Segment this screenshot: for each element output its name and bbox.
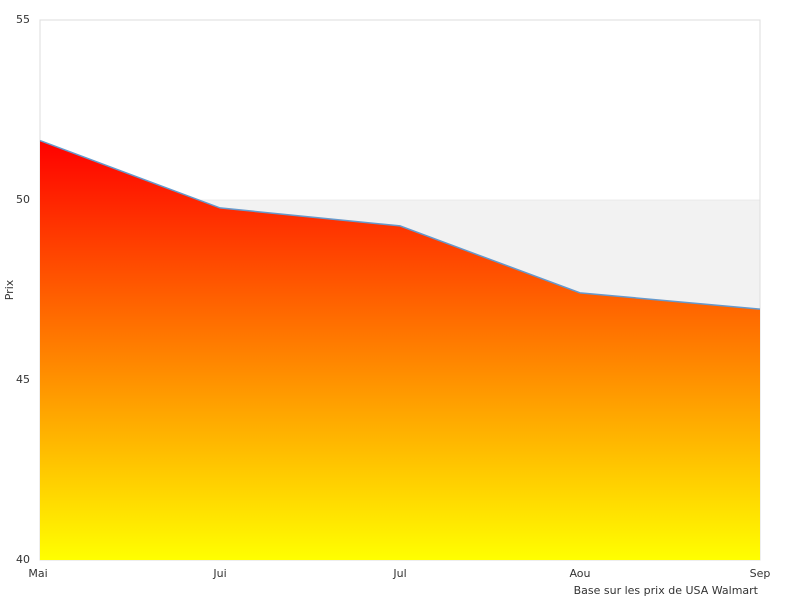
x-tick-label: Mai <box>28 567 47 580</box>
footnote: Base sur les prix de USA Walmart <box>574 584 759 597</box>
area <box>40 140 760 560</box>
y-tick-label: 45 <box>16 373 30 386</box>
line <box>39 139 761 310</box>
y-tick-label: 55 <box>16 13 30 26</box>
y-tick-label: 50 <box>16 193 30 206</box>
x-tick-label: Aou <box>569 567 590 580</box>
grid-band <box>40 20 760 200</box>
x-tick-label: Jui <box>212 567 226 580</box>
y-tick-label: 40 <box>16 553 30 566</box>
y-axis-label: Prix <box>3 279 16 300</box>
x-tick-label: Jul <box>392 567 406 580</box>
x-tick-label: Sep <box>750 567 771 580</box>
